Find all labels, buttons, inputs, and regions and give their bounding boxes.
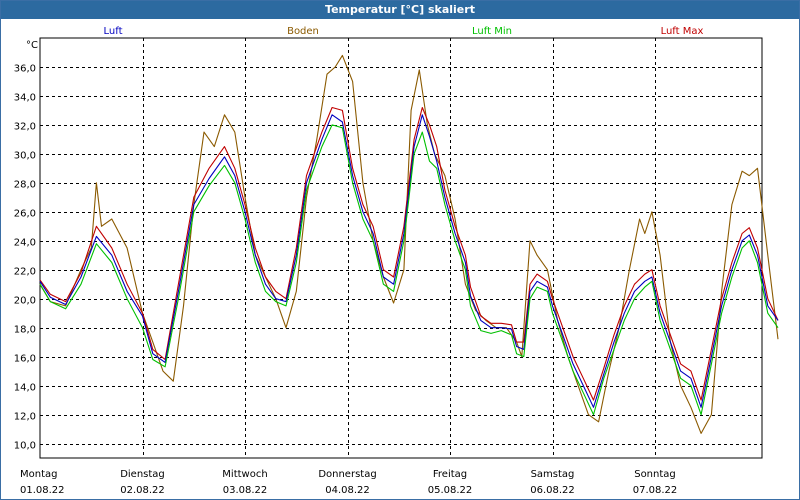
x-date-label: 06.08.22 <box>530 485 575 496</box>
y-tick-label: 28,0 <box>14 180 36 191</box>
legend-luft-max: Luft Max <box>661 26 704 37</box>
x-date-label: 07.08.22 <box>633 485 678 496</box>
series-line-luft <box>39 114 779 408</box>
window-title: Temperatur [°C] skaliert <box>1 1 799 19</box>
y-tick-label: 14,0 <box>14 383 36 394</box>
x-day-label: Sonntag <box>634 469 676 480</box>
y-tick-label: 20,0 <box>14 296 36 307</box>
y-tick-label: 24,0 <box>14 238 36 249</box>
series-line-boden <box>39 54 779 434</box>
series-line-luft-max <box>39 106 779 401</box>
x-day-label: Freitag <box>433 469 467 480</box>
y-tick-label: 16,0 <box>14 354 36 365</box>
x-day-label: Montag <box>20 469 57 480</box>
x-date-label: 04.08.22 <box>325 485 370 496</box>
x-date-label: 01.08.22 <box>20 485 65 496</box>
y-tick-label: 26,0 <box>14 209 36 220</box>
y-tick-label: 18,0 <box>14 325 36 336</box>
legend-boden: Boden <box>287 26 319 37</box>
y-tick-label: 22,0 <box>14 267 36 278</box>
x-date-label: 05.08.22 <box>428 485 473 496</box>
x-day-label: Donnerstag <box>318 469 376 480</box>
y-tick-label: 10,0 <box>14 441 36 452</box>
y-tick-label: 34,0 <box>14 93 36 104</box>
y-tick-label: 36,0 <box>14 64 36 75</box>
y-tick-label: 32,0 <box>14 122 36 133</box>
legend-luft: Luft <box>104 26 123 37</box>
y-tick-label: 12,0 <box>14 412 36 423</box>
x-date-label: 02.08.22 <box>120 485 165 496</box>
x-date-label: 03.08.22 <box>223 485 268 496</box>
legend-luft-min: Luft Min <box>472 26 512 37</box>
x-day-label: Mittwoch <box>222 469 267 480</box>
x-day-label: Samstag <box>531 469 575 480</box>
y-tick-label: 30,0 <box>14 151 36 162</box>
y-axis-unit: °C <box>26 40 38 51</box>
x-day-label: Dienstag <box>120 469 165 480</box>
series-line-luft-min <box>39 124 779 416</box>
